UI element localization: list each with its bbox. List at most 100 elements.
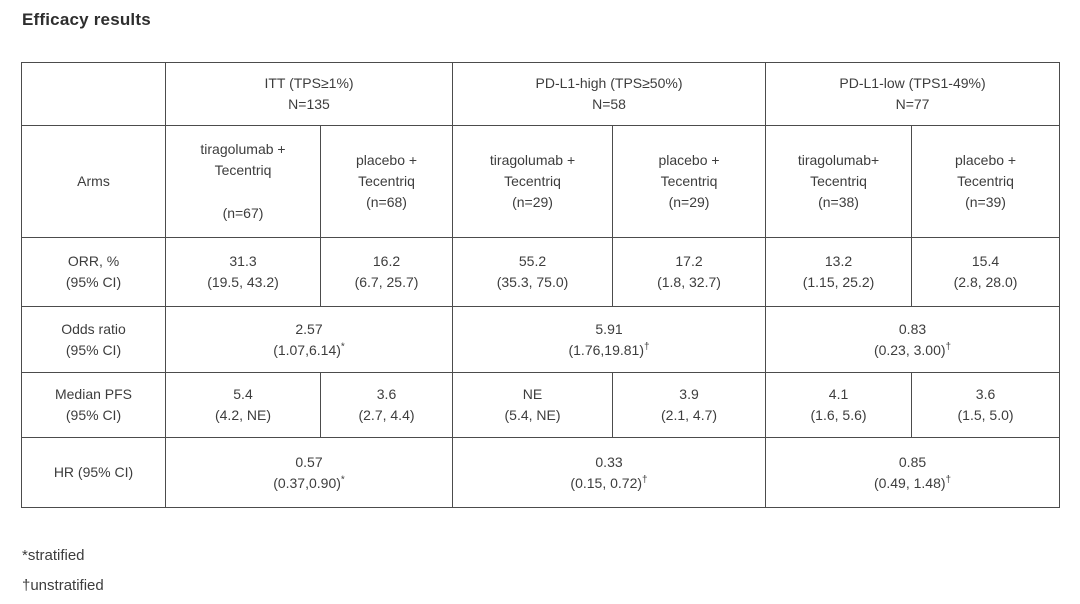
footnote-stratified: *stratified — [22, 547, 85, 564]
group-n: N=135 — [288, 96, 330, 112]
pfs-ci: (1.5, 5.0) — [957, 407, 1014, 423]
orr-value: 17.2 — [675, 253, 703, 269]
hr-ci: (0.37,0.90)* — [273, 473, 345, 491]
pfs-cell: 4.1 (1.6, 5.6) — [765, 372, 913, 438]
pfs-ci: (5.4, NE) — [504, 407, 561, 423]
pfs-cell: 3.6 (1.5, 5.0) — [911, 372, 1061, 438]
orr-cell: 31.3 (19.5, 43.2) — [165, 237, 321, 307]
orr-cell: 16.2 (6.7, 25.7) — [319, 237, 454, 307]
arm-cell: placebo + Tecentriq (n=29) — [612, 125, 767, 238]
orr-ci: (19.5, 43.2) — [207, 274, 279, 290]
arm-cell: tiragolumab + Tecentriq (n=67) — [165, 125, 321, 238]
table-row-hr: HR (95% CI) 0.57 (0.37,0.90)* 0.33 (0.15… — [21, 437, 1061, 508]
orr-ci: (2.8, 28.0) — [953, 274, 1018, 290]
arm-drug: tiragolumab + — [200, 141, 286, 157]
footnote-marker: * — [340, 340, 345, 352]
odds-value: 2.57 — [295, 320, 323, 337]
table-row-odds-ratio: Odds ratio (95% CI) 2.57 (1.07,6.14)* 5.… — [21, 306, 1061, 373]
row-label-line2: (95% CI) — [65, 341, 122, 358]
arm-cell: placebo + Tecentriq (n=68) — [319, 125, 454, 238]
arm-drug: placebo + — [355, 152, 418, 168]
arm-cell: tiragolumab + Tecentriq (n=29) — [452, 125, 614, 238]
pfs-cell: 3.9 (2.1, 4.7) — [612, 372, 767, 438]
pfs-value: 3.9 — [679, 386, 699, 402]
arm-n: (n=38) — [818, 194, 859, 210]
pfs-ci: (2.1, 4.7) — [661, 407, 718, 423]
orr-cell: 13.2 (1.15, 25.2) — [765, 237, 913, 307]
row-label-line1: Odds ratio — [61, 320, 126, 337]
row-label-line1: ORR, % — [67, 253, 120, 269]
arm-drug: placebo + — [954, 152, 1017, 168]
arm-cell: tiragolumab+ Tecentriq (n=38) — [765, 125, 913, 238]
pfs-cell: 5.4 (4.2, NE) — [165, 372, 321, 438]
odds-ci: (1.76,19.81)† — [568, 340, 650, 358]
arm-product: Tecentriq — [810, 173, 867, 189]
group-n: N=77 — [895, 96, 930, 112]
hr-ci: (0.15, 0.72)† — [570, 473, 648, 491]
group-n: N=58 — [592, 96, 626, 112]
odds-value: 5.91 — [595, 320, 623, 337]
footnote-marker: † — [643, 340, 650, 352]
orr-value: 13.2 — [824, 253, 853, 269]
group-name: PD-L1-low (TPS1-49%) — [839, 75, 986, 91]
footnote-marker: † — [642, 473, 648, 485]
orr-ci: (35.3, 75.0) — [496, 274, 569, 290]
pfs-ci: (1.6, 5.6) — [810, 407, 867, 423]
orr-cell: 17.2 (1.8, 32.7) — [612, 237, 767, 307]
odds-ratio-cell: 5.91 (1.76,19.81)† — [452, 306, 767, 373]
row-label-odds-ratio: Odds ratio (95% CI) — [21, 306, 166, 373]
row-label-orr: ORR, % (95% CI) — [21, 237, 166, 307]
orr-value: 16.2 — [372, 253, 401, 269]
arm-product: Tecentriq — [504, 173, 561, 189]
arm-product: Tecentriq — [957, 173, 1014, 189]
orr-value: 55.2 — [518, 253, 547, 269]
pfs-value: 5.4 — [233, 386, 253, 402]
hr-ci: (0.49, 1.48)† — [873, 473, 952, 491]
arm-cell: placebo + Tecentriq (n=39) — [911, 125, 1061, 238]
orr-value: 15.4 — [971, 253, 1000, 269]
pfs-ci: (2.7, 4.4) — [358, 407, 415, 423]
row-label-line1: Median PFS — [54, 386, 133, 402]
hr-value: 0.33 — [595, 453, 623, 470]
group-name: PD-L1-high (TPS≥50%) — [535, 75, 683, 91]
odds-ratio-cell: 2.57 (1.07,6.14)* — [164, 306, 454, 373]
orr-cell: 55.2 (35.3, 75.0) — [452, 237, 614, 307]
table-row-arms: Arms tiragolumab + Tecentriq (n=67) plac… — [21, 125, 1061, 238]
arm-n: (n=39) — [965, 194, 1006, 210]
page-title: Efficacy results — [22, 10, 151, 29]
group-header-pdl1-low: PD-L1-low (TPS1-49%) N=77 — [765, 62, 1061, 126]
hr-cell: 0.57 (0.37,0.90)* — [164, 437, 454, 508]
group-header-itt: ITT (TPS≥1%) N=135 — [164, 62, 454, 126]
orr-cell: 15.4 (2.8, 28.0) — [911, 237, 1061, 307]
orr-ci: (1.15, 25.2) — [802, 274, 875, 290]
arm-n: (n=29) — [512, 194, 553, 210]
pfs-value: 4.1 — [828, 386, 849, 402]
footnote-marker: † — [945, 473, 952, 485]
pfs-value: 3.6 — [376, 386, 397, 402]
footnote-unstratified: †unstratified — [22, 577, 104, 594]
efficacy-table: ITT (TPS≥1%) N=135 PD-L1-high (TPS≥50%) … — [21, 62, 1061, 508]
row-label-arms: Arms — [21, 125, 166, 238]
row-label-line2: (95% CI) — [65, 274, 122, 290]
arm-n: (n=68) — [366, 194, 407, 210]
group-name: ITT (TPS≥1%) — [264, 75, 354, 91]
pfs-ci: (4.2, NE) — [214, 407, 271, 423]
arm-n: (n=67) — [222, 205, 264, 221]
pfs-value: 3.6 — [975, 386, 996, 402]
pfs-cell: NE (5.4, NE) — [452, 372, 614, 438]
arm-drug: tiragolumab + — [489, 152, 576, 168]
arm-drug: tiragolumab+ — [797, 152, 880, 168]
hr-cell: 0.33 (0.15, 0.72)† — [452, 437, 767, 508]
odds-value: 0.83 — [898, 320, 927, 337]
odds-ci: (0.23, 3.00)† — [873, 340, 952, 358]
corner-cell — [21, 62, 166, 126]
table-row-group-headers: ITT (TPS≥1%) N=135 PD-L1-high (TPS≥50%) … — [21, 62, 1061, 126]
arm-n: (n=29) — [668, 194, 710, 210]
arm-product: Tecentriq — [358, 173, 415, 189]
arm-product: Tecentriq — [214, 162, 272, 178]
footnote-marker: * — [340, 473, 345, 485]
hr-cell: 0.85 (0.49, 1.48)† — [765, 437, 1061, 508]
arm-drug: placebo + — [658, 152, 720, 168]
pfs-cell: 3.6 (2.7, 4.4) — [319, 372, 454, 438]
